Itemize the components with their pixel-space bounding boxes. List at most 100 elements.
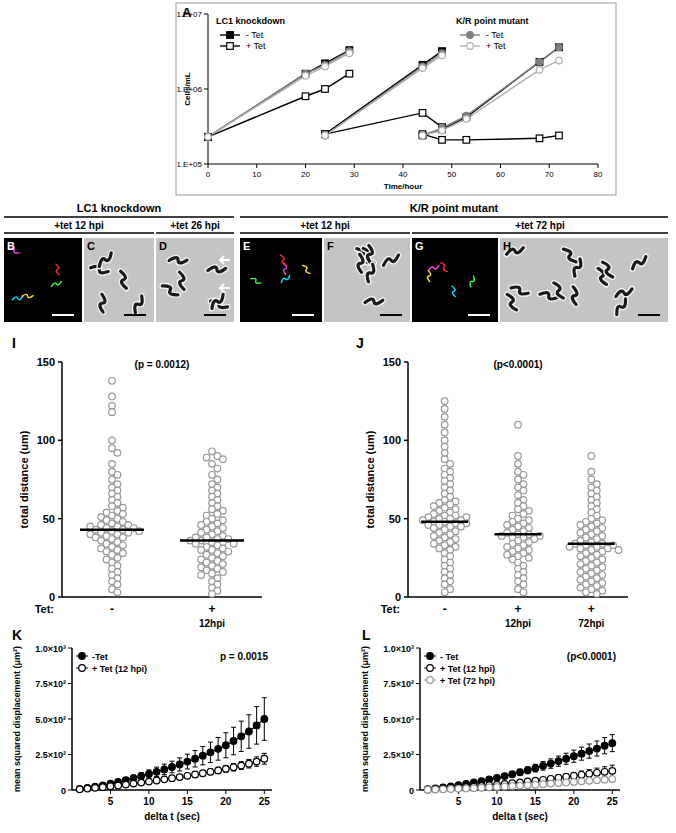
error-bar: [262, 753, 267, 764]
y-tick-label: 2.5×10²: [383, 750, 414, 760]
cell: [367, 245, 372, 263]
data-point: [463, 785, 470, 792]
error-bar: [139, 773, 144, 780]
data-point: [583, 589, 590, 596]
data-point: [430, 533, 437, 540]
data-point: [441, 581, 448, 588]
cell-halo: [574, 259, 581, 276]
legend-label: + Tet: [486, 41, 506, 51]
cell-halo: [358, 254, 363, 272]
scale-bar: [468, 314, 490, 316]
error-bar: [177, 758, 182, 771]
cell-track: [12, 296, 23, 300]
x-tick: [612, 790, 613, 794]
data-point: [114, 450, 121, 457]
cell-track: [51, 281, 61, 287]
panel-letter: C: [87, 240, 95, 252]
micrograph: [412, 238, 498, 322]
data-point: [577, 553, 584, 560]
data-point: [504, 551, 511, 558]
data-point: [238, 762, 245, 769]
cell-halo: [367, 245, 372, 263]
data-point: [253, 758, 260, 765]
y-tick: [68, 683, 72, 684]
y-axis: [61, 362, 63, 597]
x-axis-label: Tet:: [381, 603, 400, 615]
data-point: [92, 785, 99, 792]
data-point: [419, 110, 426, 117]
legend-marker: [427, 665, 434, 672]
y-tick-label: 0: [409, 786, 414, 796]
panel-letter: F: [327, 240, 334, 252]
data-point: [430, 525, 437, 532]
panel-letter: G: [415, 240, 424, 252]
error-bar: [610, 776, 615, 782]
data-point: [238, 733, 245, 740]
data-point: [207, 769, 214, 776]
legend-marker: [467, 32, 474, 39]
data-point: [246, 760, 253, 767]
data-point: [555, 758, 562, 765]
x-tick-label: 30: [350, 170, 359, 179]
data-point: [424, 786, 431, 793]
data-point: [207, 749, 214, 756]
y-tick: [416, 648, 420, 649]
x-tick: [535, 790, 536, 794]
y-tick: [204, 164, 208, 165]
data-point: [184, 758, 191, 765]
x-tick-label: 60: [496, 170, 505, 179]
cell-halo: [602, 262, 612, 277]
plot-area: [76, 698, 267, 793]
condition-rule: [156, 232, 234, 234]
cell-halo: [384, 255, 399, 265]
error-bar: [548, 759, 553, 768]
data-point: [198, 529, 205, 536]
arrow: [220, 256, 230, 264]
cell-halo: [633, 257, 646, 269]
data-point: [246, 728, 253, 735]
data-point: [540, 781, 547, 788]
data-point: [109, 445, 116, 452]
data-point: [209, 448, 216, 455]
y-tick-label: 0: [395, 591, 401, 603]
mean-line: [80, 528, 144, 531]
data-point: [176, 761, 183, 768]
data-point: [509, 771, 516, 778]
data-point: [526, 555, 533, 562]
data-point: [322, 86, 329, 93]
cell-halo: [208, 267, 226, 272]
data-point: [501, 783, 508, 790]
y-tick: [416, 719, 420, 720]
data-point: [209, 472, 216, 479]
micrograph: [324, 238, 410, 322]
data-point: [556, 44, 563, 51]
error-bar: [154, 767, 159, 776]
data-point: [209, 570, 216, 577]
data-point: [215, 746, 222, 753]
legend-marker: [427, 653, 434, 660]
data-point: [555, 780, 562, 787]
y-tick-label: 1.E+07: [176, 10, 202, 19]
micrograph: [156, 238, 234, 322]
cell-halo: [100, 294, 105, 312]
y-axis-label: total distance (um): [364, 430, 376, 528]
data-point: [463, 137, 470, 144]
legend-marker: [427, 677, 434, 684]
legend-title: K/R point mutant: [456, 16, 529, 26]
data-point: [120, 511, 127, 518]
data-point: [114, 589, 121, 596]
cell-track: [440, 263, 448, 272]
micrograph: [4, 238, 82, 322]
data-point: [120, 550, 127, 557]
y-tick-label: 100: [37, 434, 55, 446]
y-tick-label: 5.0×10²: [35, 715, 66, 725]
x-tick: [500, 164, 501, 168]
data-point: [432, 786, 439, 793]
cell-halo: [616, 289, 632, 297]
y-tick: [58, 440, 62, 442]
data-point: [504, 544, 511, 551]
data-point: [424, 786, 431, 793]
error-bar: [610, 765, 615, 776]
data-point: [515, 453, 522, 460]
annotation: (p<0.0001): [567, 651, 616, 662]
